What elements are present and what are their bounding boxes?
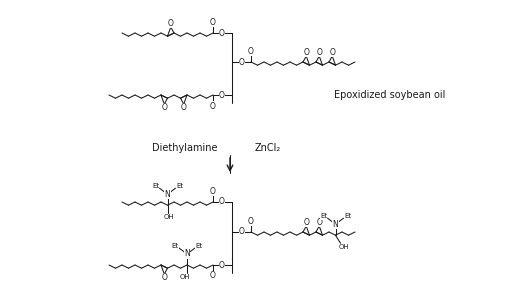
- Text: Et: Et: [320, 213, 327, 219]
- Text: O: O: [162, 103, 167, 112]
- Text: O: O: [219, 29, 225, 37]
- Text: O: O: [239, 227, 245, 236]
- Text: Diethylamine: Diethylamine: [152, 143, 218, 153]
- Text: O: O: [329, 48, 335, 57]
- Text: O: O: [239, 57, 245, 67]
- Text: Et: Et: [176, 183, 183, 189]
- Text: Et: Et: [344, 213, 351, 219]
- Text: OH: OH: [180, 274, 190, 280]
- Text: O: O: [210, 271, 216, 281]
- Text: N: N: [332, 220, 338, 229]
- Text: OH: OH: [163, 214, 174, 220]
- Text: O: O: [210, 17, 216, 26]
- Text: O: O: [248, 46, 254, 56]
- Text: O: O: [219, 91, 225, 99]
- Text: O: O: [210, 186, 216, 196]
- Text: Et: Et: [195, 243, 203, 249]
- Text: O: O: [210, 102, 216, 111]
- Text: O: O: [181, 103, 187, 112]
- Text: O: O: [316, 48, 322, 57]
- Text: O: O: [316, 218, 322, 227]
- Text: O: O: [162, 273, 167, 282]
- Text: O: O: [248, 216, 254, 226]
- Text: O: O: [219, 261, 225, 270]
- Text: Et: Et: [152, 183, 159, 189]
- Text: Epoxidized soybean oil: Epoxidized soybean oil: [334, 90, 445, 100]
- Text: OH: OH: [338, 244, 349, 250]
- Text: ZnCl₂: ZnCl₂: [255, 143, 281, 153]
- Text: O: O: [168, 19, 173, 28]
- Text: O: O: [303, 48, 309, 57]
- Text: N: N: [165, 190, 170, 199]
- Text: O: O: [303, 218, 309, 227]
- Text: O: O: [219, 197, 225, 207]
- Text: N: N: [184, 250, 190, 258]
- Text: Et: Et: [171, 243, 179, 249]
